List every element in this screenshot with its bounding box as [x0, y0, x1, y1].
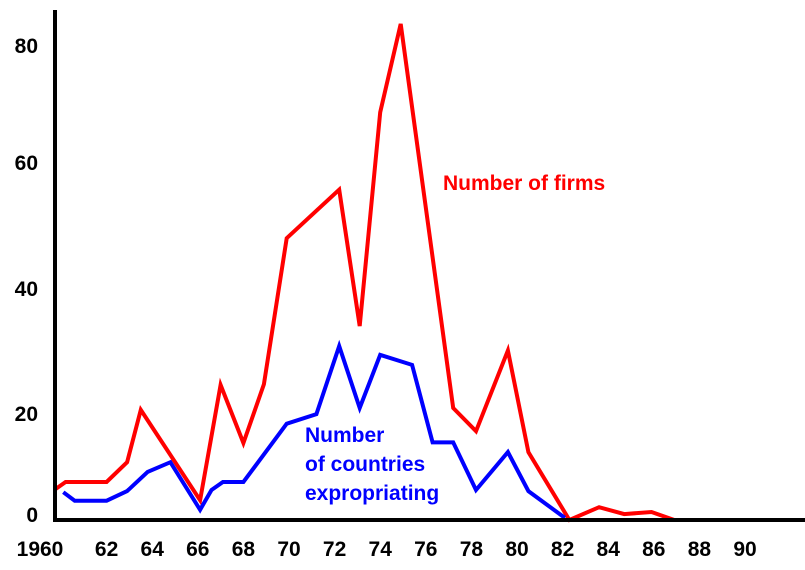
- y-tick-label: 0: [26, 504, 38, 527]
- x-tick-label: 82: [551, 538, 574, 561]
- x-tick-label: 88: [688, 538, 712, 561]
- x-tick-label: 78: [460, 538, 484, 561]
- x-tick-label: 70: [277, 538, 300, 561]
- x-tick-label: 1960: [17, 538, 64, 561]
- annotation-countries-line3: expropriating: [305, 482, 439, 505]
- y-tick-label: 60: [15, 152, 38, 175]
- x-tick-label: 72: [323, 538, 346, 561]
- x-tick-label: 62: [95, 538, 118, 561]
- annotation-countries-line2: of countries: [305, 453, 425, 476]
- x-tick-label: 86: [642, 538, 665, 561]
- series-line-firms: [53, 23, 791, 523]
- x-tick-label: 84: [597, 538, 621, 561]
- x-tick-label: 76: [414, 538, 437, 561]
- x-tick-label: 64: [141, 538, 165, 561]
- x-tick-label: 68: [232, 538, 256, 561]
- x-tick-label: 90: [733, 538, 756, 561]
- x-tick-label: 80: [505, 538, 528, 561]
- x-tick-label: 74: [369, 538, 393, 561]
- annotation-number-of-firms: Number of firms: [443, 172, 605, 195]
- annotation-countries-line1: Number: [305, 424, 384, 447]
- x-tick-label: 66: [186, 538, 209, 561]
- y-tick-label: 20: [15, 403, 38, 426]
- y-tick-label: 40: [15, 278, 38, 301]
- series-line-countries: [62, 339, 567, 520]
- y-tick-label: 80: [15, 35, 38, 58]
